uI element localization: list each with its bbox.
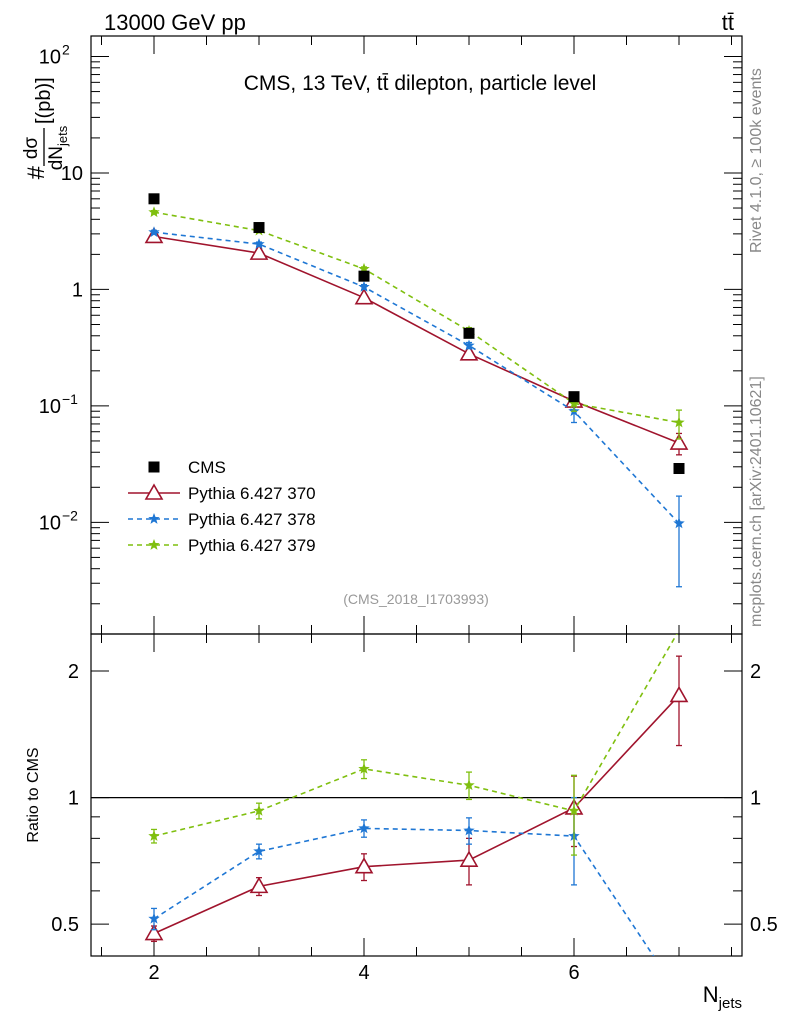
main-point-pythia-6-427-378 bbox=[463, 339, 475, 351]
legend: CMS Pythia 6.427 370 Pythia 6.427 378 Pythi… bbox=[128, 458, 316, 555]
ratio-ylabel: Ratio to CMS bbox=[25, 747, 42, 842]
main-point-pythia-6-427-370 bbox=[249, 243, 269, 260]
ratio-point-pythia-6-427-378 bbox=[358, 822, 370, 834]
ratio-ytick-label: 2 bbox=[68, 661, 79, 683]
main-point-pythia-6-427-370 bbox=[459, 344, 479, 361]
main-point-pythia-6-427-379 bbox=[358, 262, 370, 274]
main-point-pythia-6-427-378 bbox=[358, 281, 370, 292]
main-point-pythia-6-427-378 bbox=[253, 238, 265, 249]
ratio-point-pythia-6-427-370 bbox=[249, 876, 269, 894]
main-line-pythia-6-427-378 bbox=[153, 231, 680, 524]
beam-label: 13000 GeV pp bbox=[104, 10, 246, 35]
main-point-pythia-6-427-370 bbox=[144, 226, 164, 244]
ratio-point-pythia-6-427-379 bbox=[253, 804, 265, 816]
legend-label-cms: CMS bbox=[188, 458, 226, 477]
ratio-panel-frame bbox=[90, 633, 743, 957]
main-ytick-label: 10 bbox=[61, 163, 83, 185]
main-point-pythia-6-427-378 bbox=[148, 226, 160, 238]
ratio-point-pythia-6-427-378 bbox=[463, 824, 475, 836]
main-ytick-label: 10 bbox=[39, 396, 61, 418]
main-series-group bbox=[144, 193, 689, 588]
main-point-pythia-6-427-370 bbox=[669, 433, 689, 450]
main-ytick-label: 1 bbox=[72, 279, 83, 301]
xtick-label: 6 bbox=[568, 962, 579, 984]
legend-marker-pythia-6-427-379 bbox=[148, 539, 160, 550]
main-point-cms bbox=[358, 270, 370, 282]
main-ytick-exponent: −2 bbox=[62, 507, 78, 523]
ylabel-units: [(pb)] bbox=[33, 77, 55, 124]
main-point-cms bbox=[673, 463, 685, 475]
ratio-point-pythia-6-427-370 bbox=[459, 850, 479, 867]
analysis-id: (CMS_2018_I1703993) bbox=[343, 591, 489, 607]
main-point-cms bbox=[568, 391, 580, 403]
ratio-series-group bbox=[144, 634, 689, 956]
ratio-point-pythia-6-427-379 bbox=[568, 804, 580, 816]
ratio-point-pythia-6-427-378 bbox=[253, 845, 265, 857]
ratio-point-pythia-6-427-379 bbox=[148, 830, 160, 841]
ylabel-numerator: dσ bbox=[21, 137, 42, 160]
main-ytick-exponent: −1 bbox=[62, 391, 78, 407]
legend-label-pythia-6-427-378: Pythia 6.427 378 bbox=[188, 510, 316, 529]
rivet-label: Rivet 4.1.0, ≥ 100k events bbox=[748, 68, 765, 253]
legend-marker-pythia-6-427-370 bbox=[144, 483, 164, 500]
main-point-pythia-6-427-370 bbox=[354, 288, 374, 305]
ratio-line-pythia-6-427-370 bbox=[153, 694, 680, 935]
ratio-line-pythia-6-427-378 bbox=[153, 827, 655, 956]
ratio-point-pythia-6-427-379 bbox=[463, 779, 475, 791]
ratio-point-pythia-6-427-378 bbox=[148, 912, 160, 924]
main-line-pythia-6-427-379 bbox=[153, 211, 680, 424]
xtick-label: 4 bbox=[358, 962, 369, 984]
ratio-axis-ticks: 0.5 0.5 1 1 2 2 2 4 6 bbox=[51, 634, 778, 984]
legend-label-pythia-6-427-370: Pythia 6.427 370 bbox=[188, 484, 316, 503]
main-ytick-label: 10 bbox=[39, 512, 61, 534]
ratio-ytick-label-right: 0.5 bbox=[750, 914, 778, 936]
ratio-ytick-label: 1 bbox=[68, 788, 79, 810]
process-label: tt̄ bbox=[722, 10, 734, 35]
main-line-pythia-6-427-370 bbox=[153, 235, 680, 444]
legend-marker-cms bbox=[148, 461, 160, 473]
main-point-pythia-6-427-378 bbox=[673, 517, 685, 529]
legend-label-pythia-6-427-379: Pythia 6.427 379 bbox=[188, 536, 316, 555]
xlabel: Njets bbox=[703, 982, 742, 1012]
ratio-line-pythia-6-427-379 bbox=[153, 634, 678, 837]
main-ytick-label: 10 bbox=[39, 47, 61, 69]
ratio-ytick-label-right: 2 bbox=[750, 661, 761, 683]
ratio-point-pythia-6-427-379 bbox=[358, 762, 370, 774]
main-title: CMS, 13 TeV, tt̄ dilepton, particle leve… bbox=[244, 72, 597, 95]
mcplots-label: mcplots.cern.ch [arXiv:2401.10621] bbox=[748, 376, 765, 627]
ylabel-hash: # bbox=[23, 165, 50, 179]
xtick-label: 2 bbox=[148, 962, 159, 984]
main-point-pythia-6-427-379 bbox=[568, 397, 580, 409]
ylabel-denominator: dNjets bbox=[46, 125, 70, 170]
ratio-point-pythia-6-427-370 bbox=[669, 685, 689, 703]
main-point-cms bbox=[253, 222, 265, 234]
ratio-point-pythia-6-427-370 bbox=[354, 857, 374, 874]
main-point-cms bbox=[463, 327, 475, 339]
ratio-ytick-label: 0.5 bbox=[51, 914, 79, 936]
main-point-pythia-6-427-379 bbox=[673, 416, 685, 428]
main-ylabel: # dσ dNjets [(pb)] bbox=[21, 77, 70, 179]
ratio-ytick-label-right: 1 bbox=[750, 788, 761, 810]
main-ytick-exponent: 2 bbox=[62, 42, 70, 58]
ratio-point-pythia-6-427-370 bbox=[144, 923, 164, 941]
legend-marker-pythia-6-427-378 bbox=[148, 513, 160, 524]
main-point-cms bbox=[148, 193, 160, 205]
main-point-pythia-6-427-379 bbox=[148, 206, 160, 218]
